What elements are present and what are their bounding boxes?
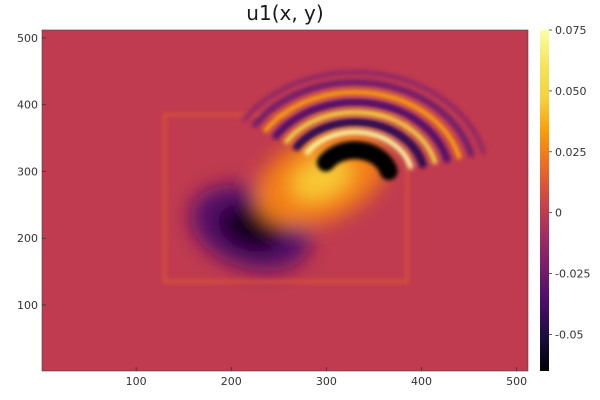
x-tick-label: 200 xyxy=(221,375,242,388)
wave-band xyxy=(272,98,451,163)
colorbar-tick-label: 0 xyxy=(555,207,562,220)
heatmap-field xyxy=(163,69,486,283)
colorbar-tick-label: 0.050 xyxy=(555,85,587,98)
colorbar-tick-label: 0.075 xyxy=(555,24,587,37)
heatmap-plot-area xyxy=(42,30,528,371)
y-tick-label: 300 xyxy=(17,165,38,178)
x-tick-label: 100 xyxy=(126,375,147,388)
x-tick-label: 500 xyxy=(506,375,527,388)
colorbar-tick-label: -0.05 xyxy=(555,328,583,341)
wave-band xyxy=(292,118,427,169)
maximum-region-core xyxy=(291,155,352,201)
wave-band xyxy=(252,79,475,158)
colorbar-gradient xyxy=(540,30,549,371)
wave-band xyxy=(316,141,398,181)
colorbar: -0.05 -0.025 0 0.025 0.050 0.075 xyxy=(540,24,590,371)
wave-band xyxy=(242,69,486,155)
wave-band xyxy=(304,129,414,170)
wave-band xyxy=(263,89,462,160)
x-tick-label: 300 xyxy=(316,375,337,388)
plot-frame xyxy=(41,29,529,372)
x-axis: 100 200 300 400 500 xyxy=(126,367,527,388)
colorbar-tick-label: 0.025 xyxy=(555,146,587,159)
heatmap-smooth-regions xyxy=(190,129,388,272)
y-axis: 100 200 300 400 500 xyxy=(17,32,46,312)
y-tick-label: 400 xyxy=(17,99,38,112)
y-tick-label: 100 xyxy=(17,299,38,312)
wave-trail xyxy=(242,69,486,181)
y-tick-label: 200 xyxy=(17,232,38,245)
x-tick-label: 400 xyxy=(411,375,432,388)
y-tick-label: 500 xyxy=(17,32,38,45)
colorbar-ticks: -0.05 -0.025 0 0.025 0.050 0.075 xyxy=(549,24,590,341)
chart-title: u1(x, y) xyxy=(246,1,323,25)
colorbar-tick-label: -0.025 xyxy=(555,268,590,281)
wave-band xyxy=(283,109,438,165)
